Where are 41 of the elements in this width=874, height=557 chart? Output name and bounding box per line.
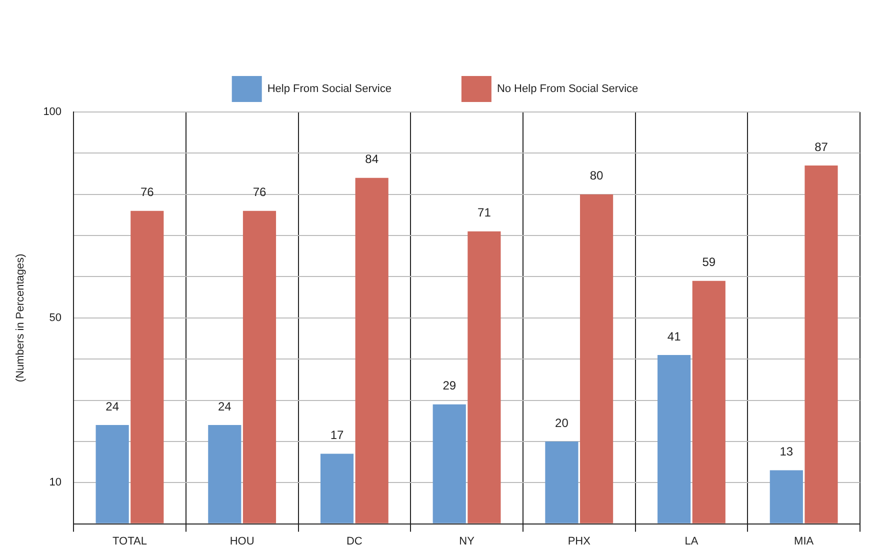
data-label: 41 [667, 329, 682, 344]
data-label: 59 [702, 255, 716, 270]
data-label: 87 [814, 140, 828, 154]
data-label: 24 [218, 399, 232, 414]
y-tick-label: 100 [43, 106, 62, 118]
bar [658, 354, 691, 524]
x-tick-label: LA [684, 535, 699, 548]
x-tick-label: TOTAL [112, 535, 147, 548]
legend-label: Help From Social Service [267, 83, 392, 96]
bar [468, 231, 501, 524]
data-label: 24 [106, 399, 120, 414]
bar [320, 454, 354, 524]
data-label: 20 [555, 416, 569, 430]
x-tick-label: DC [346, 535, 362, 548]
bar [580, 194, 614, 524]
data-label: 13 [780, 444, 794, 459]
data-label: 80 [590, 168, 604, 183]
legend-label: No Help From Social Service [496, 83, 638, 96]
x-tick-label: PHX [568, 535, 592, 548]
y-tick-label: 50 [49, 312, 62, 324]
x-tick-label: MIA [794, 535, 814, 548]
x-tick-label: HOU [230, 535, 254, 548]
bar [355, 178, 388, 524]
data-label: 76 [140, 185, 154, 200]
y-tick-label: 10 [49, 476, 62, 489]
data-label: 71 [478, 206, 492, 220]
data-label: 84 [365, 152, 379, 166]
data-label: 76 [252, 185, 266, 200]
bar [208, 424, 242, 524]
x-tick-label: NY [459, 535, 476, 548]
data-label: 29 [442, 378, 456, 393]
data-label: 17 [330, 428, 344, 442]
bar [432, 404, 466, 524]
bar [96, 424, 129, 524]
bar [804, 166, 838, 524]
bar [242, 210, 276, 524]
bar [770, 470, 803, 524]
y-axis-title: (Numbers in Percentages) [14, 254, 27, 382]
bar [130, 210, 164, 524]
bar [692, 280, 726, 524]
bar [545, 441, 578, 524]
